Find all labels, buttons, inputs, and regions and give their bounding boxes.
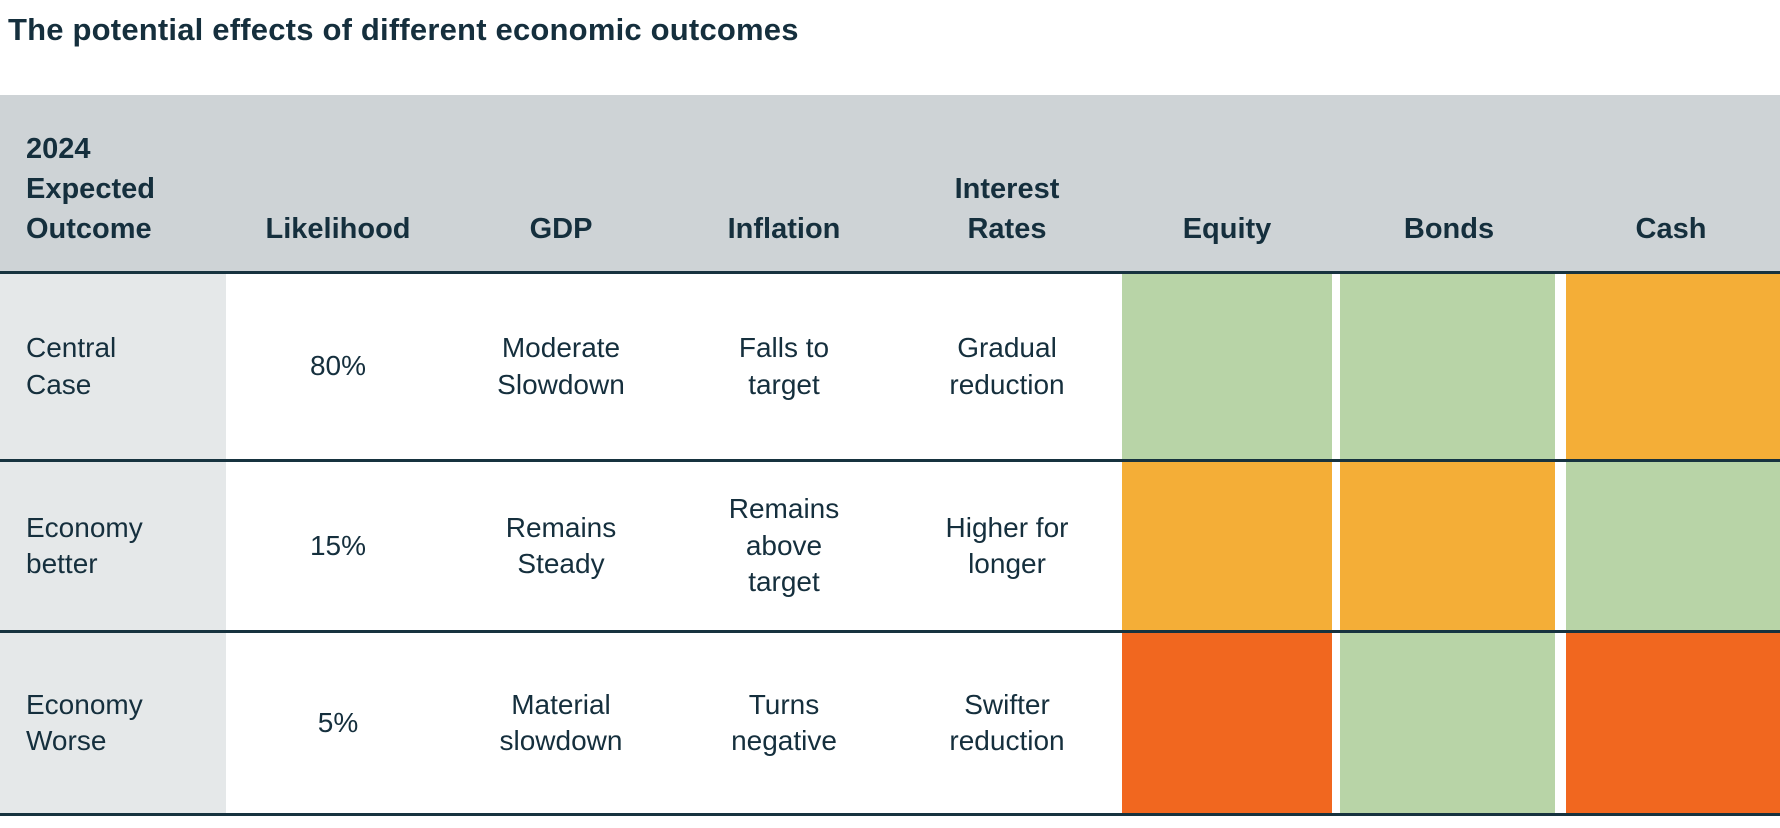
table-row-central-case: Central Case 80% Moderate Slowdown Falls… (0, 274, 1780, 462)
equity-rating-swatch (1122, 462, 1332, 630)
likelihood-value: 5% (317, 706, 359, 738)
interest-rates-value: Higher for longer (945, 511, 1069, 579)
row-label: Central Case (0, 274, 226, 459)
cash-rating-swatch (1566, 633, 1780, 813)
bonds-rating-swatch (1340, 633, 1555, 813)
equity-rating-swatch (1122, 274, 1332, 459)
inflation-value: Turns negative (731, 688, 837, 756)
cash-rating-swatch (1566, 274, 1780, 459)
equity-rating-cell (1118, 633, 1336, 813)
row-label: Economy Worse (0, 633, 226, 813)
table-row-economy-better: Economy better 15% Remains Steady Remain… (0, 462, 1780, 633)
gdp-value: Moderate Slowdown (497, 332, 625, 400)
interest-rates-value: Swifter reduction (949, 688, 1065, 756)
equity-rating-cell (1118, 274, 1336, 459)
cash-rating-cell (1562, 462, 1780, 630)
header-interest-rates: Interest Rates (954, 172, 1060, 245)
gdp-value: Material slowdown (499, 688, 623, 756)
interest-rates-value: Gradual reduction (949, 332, 1065, 400)
header-equity: Equity (1182, 212, 1272, 245)
likelihood-value: 80% (309, 350, 367, 382)
equity-rating-swatch (1122, 633, 1332, 813)
gdp-value: Remains Steady (505, 511, 617, 579)
inflation-value: Remains above target (728, 493, 840, 598)
table-header-row: 2024 Expected Outcome Likelihood GDP Inf… (0, 95, 1780, 274)
cash-rating-cell (1562, 633, 1780, 813)
header-bonds: Bonds (1403, 212, 1495, 245)
page-title: The potential effects of different econo… (8, 12, 799, 47)
bonds-rating-swatch (1340, 462, 1555, 630)
inflation-value: Falls to target (738, 332, 830, 400)
header-expected-outcome: 2024 Expected Outcome (26, 132, 155, 245)
cash-rating-cell (1562, 274, 1780, 459)
bonds-rating-cell (1336, 633, 1562, 813)
header-gdp: GDP (529, 212, 593, 245)
header-inflation: Inflation (727, 212, 841, 245)
likelihood-value: 15% (309, 529, 367, 561)
table-row-economy-worse: Economy Worse 5% Material slowdown Turns… (0, 633, 1780, 816)
bonds-rating-cell (1336, 462, 1562, 630)
bonds-rating-swatch (1340, 274, 1555, 459)
header-cash: Cash (1635, 212, 1707, 245)
bonds-rating-cell (1336, 274, 1562, 459)
header-likelihood: Likelihood (265, 212, 411, 245)
equity-rating-cell (1118, 462, 1336, 630)
row-label: Economy better (0, 462, 226, 630)
economic-outcomes-table: 2024 Expected Outcome Likelihood GDP Inf… (0, 95, 1780, 816)
cash-rating-swatch (1566, 462, 1780, 630)
